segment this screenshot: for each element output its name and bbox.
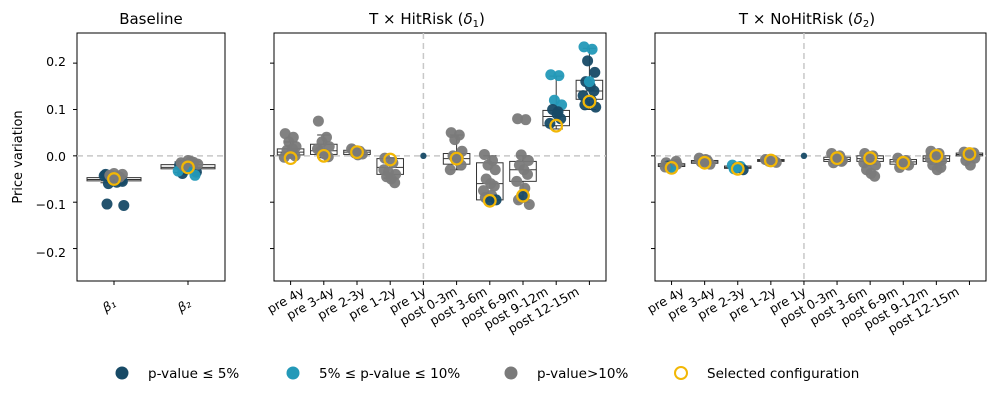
ytick-label: 0.0: [46, 149, 66, 164]
data-point: [420, 152, 427, 160]
panel-title-nohitrisk: T × NoHitRisk (δ2): [738, 10, 875, 30]
selected-configuration-marker: [107, 172, 121, 186]
xtick-label: β₁: [99, 296, 119, 316]
data-point: [484, 195, 496, 207]
data-point: [800, 152, 808, 160]
data-point: [964, 159, 976, 171]
data-point: [586, 43, 598, 55]
legend-marker-ns: [504, 366, 518, 380]
selected-configuration-marker: [929, 148, 944, 163]
legend-label-sig10: 5% ≤ p-value ≤ 10%: [319, 366, 460, 382]
panel-title-hitrisk: T × HitRisk (δ1): [368, 10, 485, 30]
panel-title-hitrisk-pre: T × HitRisk (: [368, 10, 463, 28]
selected-configuration-marker: [664, 160, 679, 175]
selected-configuration-marker: [763, 153, 778, 168]
ytick-label: 0.2: [46, 54, 66, 69]
data-point: [178, 160, 190, 172]
data-point: [444, 164, 456, 176]
legend-label-selected: Selected configuration: [707, 366, 859, 382]
data-point: [478, 148, 490, 160]
plot-frame: [76, 32, 226, 282]
data-point: [588, 85, 600, 97]
legend-label-ns: p-value>10%: [537, 366, 628, 382]
data-point: [378, 164, 390, 176]
panel-title-hitrisk-sub: 1: [473, 19, 479, 30]
y-axis-label: Price variation: [11, 110, 26, 203]
plot-frame: [273, 32, 607, 282]
panel-title-nohitrisk-pre: T × NoHitRisk (: [738, 10, 854, 28]
data-point: [512, 113, 524, 125]
data-point: [312, 143, 323, 155]
ytick-label: 0.1: [46, 102, 66, 117]
data-point: [583, 76, 595, 88]
selected-configuration-marker: [863, 151, 878, 166]
panel-title-hitrisk-post: ): [479, 10, 485, 28]
data-point: [670, 155, 682, 167]
selected-configuration-marker: [181, 160, 195, 175]
data-point: [589, 66, 601, 78]
data-point: [517, 189, 529, 201]
selected-configuration-marker: [730, 161, 745, 176]
data-point: [582, 55, 594, 67]
selected-configuration-marker: [383, 152, 398, 167]
data-point: [118, 199, 130, 211]
data-point: [523, 199, 535, 211]
data-point: [869, 170, 881, 182]
data-point: [188, 156, 200, 168]
data-point: [858, 157, 870, 169]
selected-configuration-marker: [582, 94, 597, 109]
selected-configuration-marker: [516, 188, 530, 203]
data-point: [552, 106, 564, 118]
data-point: [312, 115, 324, 127]
selected-configuration-marker: [896, 155, 911, 170]
data-point: [489, 164, 501, 176]
selected-configuration-marker: [697, 155, 712, 170]
selected-configuration-marker: [549, 118, 564, 133]
ytick-label: −0.2: [36, 245, 66, 260]
ytick-label: −0.1: [36, 197, 66, 212]
xtick-label: β₂: [174, 296, 194, 316]
panel-title-nohitrisk-sub: 2: [863, 19, 869, 30]
data-point: [520, 114, 532, 126]
legend-marker-sig5: [115, 366, 129, 380]
data-point: [322, 151, 334, 163]
selected-configuration-marker: [830, 151, 844, 166]
panel-title-hitrisk-sym: δ: [463, 10, 472, 28]
legend: p-value ≤ 5% 5% ≤ p-value ≤ 10% p-value>…: [115, 366, 859, 382]
data-point: [101, 198, 113, 210]
selected-configuration-marker: [316, 148, 331, 163]
legend-marker-selected: [674, 366, 688, 380]
data-point: [545, 69, 557, 81]
selected-configuration-marker: [350, 145, 364, 160]
data-point: [511, 175, 523, 187]
selected-configuration-marker: [482, 193, 497, 208]
selected-configuration-marker: [283, 151, 298, 166]
panel-title-baseline: Baseline: [119, 10, 183, 28]
data-point: [590, 101, 602, 113]
data-point: [522, 168, 533, 180]
data-point: [389, 177, 401, 189]
data-point: [968, 147, 980, 159]
data-point: [488, 180, 500, 192]
panel-title-nohitrisk-sym: δ: [854, 10, 863, 28]
legend-label-sig5: p-value ≤ 5%: [148, 366, 239, 382]
legend-marker-sig10: [286, 366, 300, 380]
data-point: [553, 70, 565, 82]
panel-title-nohitrisk-post: ): [869, 10, 875, 28]
data-point: [522, 154, 534, 166]
selected-configuration-marker: [962, 147, 977, 161]
data-point: [449, 134, 461, 146]
data-point: [935, 161, 947, 173]
plot-frame: [654, 32, 987, 282]
selected-configuration-marker: [449, 151, 464, 166]
